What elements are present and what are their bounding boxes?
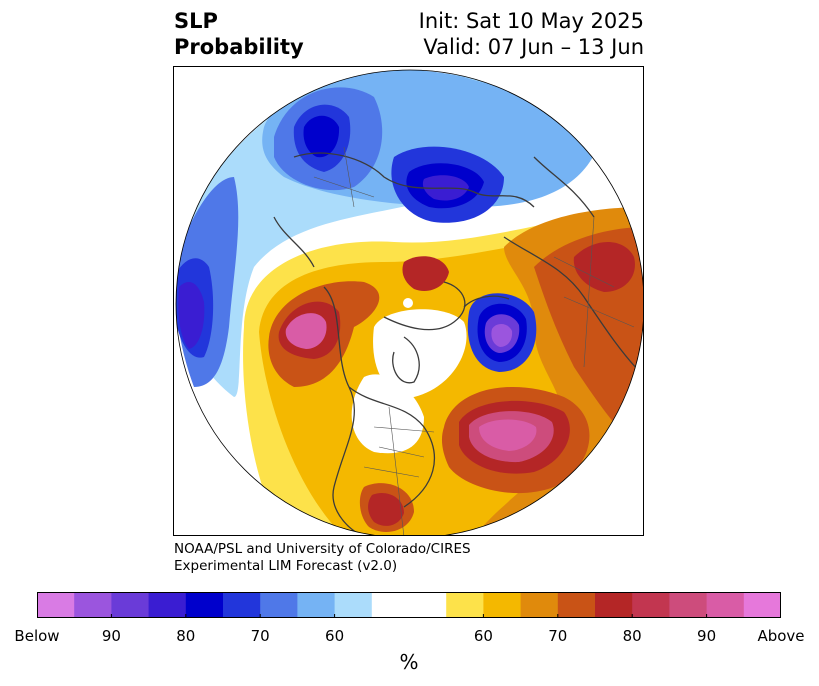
colorbar-tick-label: 90 bbox=[101, 627, 121, 645]
coastlines bbox=[273, 152, 643, 535]
colorbar-swatch bbox=[409, 592, 447, 618]
credit-text: NOAA/PSL and University of Colorado/CIRE… bbox=[174, 541, 471, 575]
colorbar-tick-label: 70 bbox=[250, 627, 270, 645]
colorbar-swatch bbox=[483, 592, 522, 618]
colorbar-swatch bbox=[37, 592, 75, 618]
credit-line-2: Experimental LIM Forecast (v2.0) bbox=[174, 558, 398, 574]
colorbar-swatch bbox=[446, 592, 484, 618]
colorbar-swatches bbox=[37, 592, 781, 618]
colorbar-swatch bbox=[111, 592, 150, 618]
credit-line-1: NOAA/PSL and University of Colorado/CIRE… bbox=[174, 541, 471, 557]
map-canvas bbox=[175, 69, 643, 535]
colorbar-swatch bbox=[520, 592, 559, 618]
colorbar-swatch bbox=[371, 592, 410, 618]
valid-range: Valid: 07 Jun – 13 Jun bbox=[423, 35, 644, 59]
pole-marker bbox=[403, 298, 413, 308]
colorbar-swatch bbox=[185, 592, 224, 618]
colorbar-tick-label: 60 bbox=[473, 627, 493, 645]
colorbar-tick-label: Above bbox=[757, 627, 805, 645]
colorbar-swatch bbox=[260, 592, 298, 618]
init-date: Init: Sat 10 May 2025 bbox=[418, 9, 644, 33]
colorbar-swatch bbox=[595, 592, 633, 618]
colorbar-swatch bbox=[74, 592, 112, 618]
colorbar-tick-label: 80 bbox=[176, 627, 196, 645]
colorbar-swatch bbox=[223, 592, 261, 618]
colorbar-unit: % bbox=[399, 650, 419, 674]
colorbar-tick-label: 60 bbox=[325, 627, 345, 645]
colorbar bbox=[37, 592, 781, 618]
colorbar-tick-label: 70 bbox=[548, 627, 568, 645]
colorbar-swatch bbox=[669, 592, 708, 618]
colorbar-tick-label: 80 bbox=[622, 627, 642, 645]
variable-label: SLP bbox=[174, 9, 218, 33]
product-label: Probability bbox=[174, 35, 304, 59]
colorbar-tick-label: 90 bbox=[697, 627, 717, 645]
colorbar-swatch bbox=[743, 592, 781, 618]
colorbar-swatch bbox=[557, 592, 596, 618]
colorbar-swatch bbox=[706, 592, 745, 618]
borders bbox=[313, 146, 635, 535]
colorbar-tick-label: Below bbox=[14, 627, 60, 645]
forecast-dates: Init: Sat 10 May 2025 Valid: 07 Jun – 13… bbox=[419, 8, 644, 60]
colorbar-swatch bbox=[148, 592, 187, 618]
colorbar-swatch bbox=[632, 592, 670, 618]
colorbar-swatch bbox=[297, 592, 336, 618]
probability-map bbox=[173, 66, 644, 536]
map-title: SLP Probability bbox=[174, 8, 304, 60]
colorbar-swatch bbox=[334, 592, 373, 618]
